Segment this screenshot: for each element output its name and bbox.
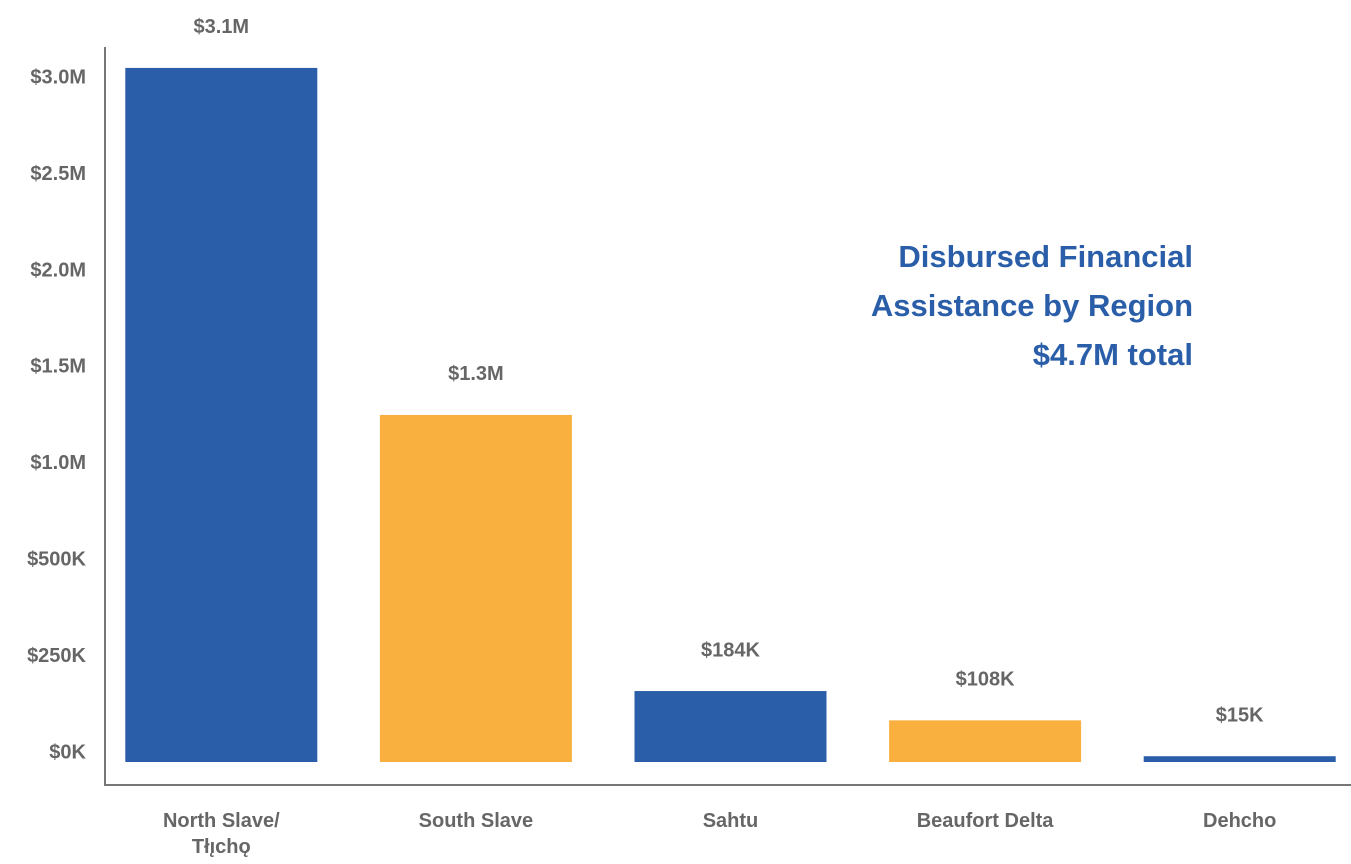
value-label: $3.1M bbox=[194, 16, 250, 38]
y-tick-label: $0K bbox=[49, 741, 86, 763]
x-tick-label: North Slave/ Tłı̨chǫ bbox=[162, 810, 280, 858]
bar bbox=[889, 720, 1082, 762]
bar bbox=[1143, 756, 1336, 762]
x-tick-label: Beaufort Delta bbox=[916, 810, 1054, 832]
value-label: $1.3M bbox=[448, 363, 504, 385]
x-tick-label: Sahtu bbox=[702, 810, 759, 832]
x-tick-label: Dehcho bbox=[1203, 810, 1277, 832]
chart-title-block: Disbursed Financial Assistance by Region… bbox=[773, 232, 1193, 379]
chart-title: Disbursed Financial Assistance by Region bbox=[870, 239, 1193, 323]
value-label: $184K bbox=[701, 639, 760, 661]
y-tick-label: $3.0M bbox=[30, 66, 86, 88]
y-tick-label: $250K bbox=[27, 645, 86, 667]
y-tick-label: $500K bbox=[27, 548, 86, 570]
y-tick-label: $2.5M bbox=[30, 163, 86, 185]
chart-subtitle: $4.7M total bbox=[1032, 337, 1193, 372]
value-label: $15K bbox=[1216, 704, 1264, 726]
value-label: $108K bbox=[956, 669, 1015, 691]
y-tick-label: $2.0M bbox=[30, 259, 86, 281]
x-tick-label: South Slave bbox=[418, 810, 534, 832]
y-tick-label: $1.0M bbox=[30, 452, 86, 474]
y-tick-label: $1.5M bbox=[30, 356, 86, 378]
bar bbox=[125, 67, 318, 763]
bar bbox=[379, 414, 572, 762]
bar bbox=[634, 691, 827, 762]
